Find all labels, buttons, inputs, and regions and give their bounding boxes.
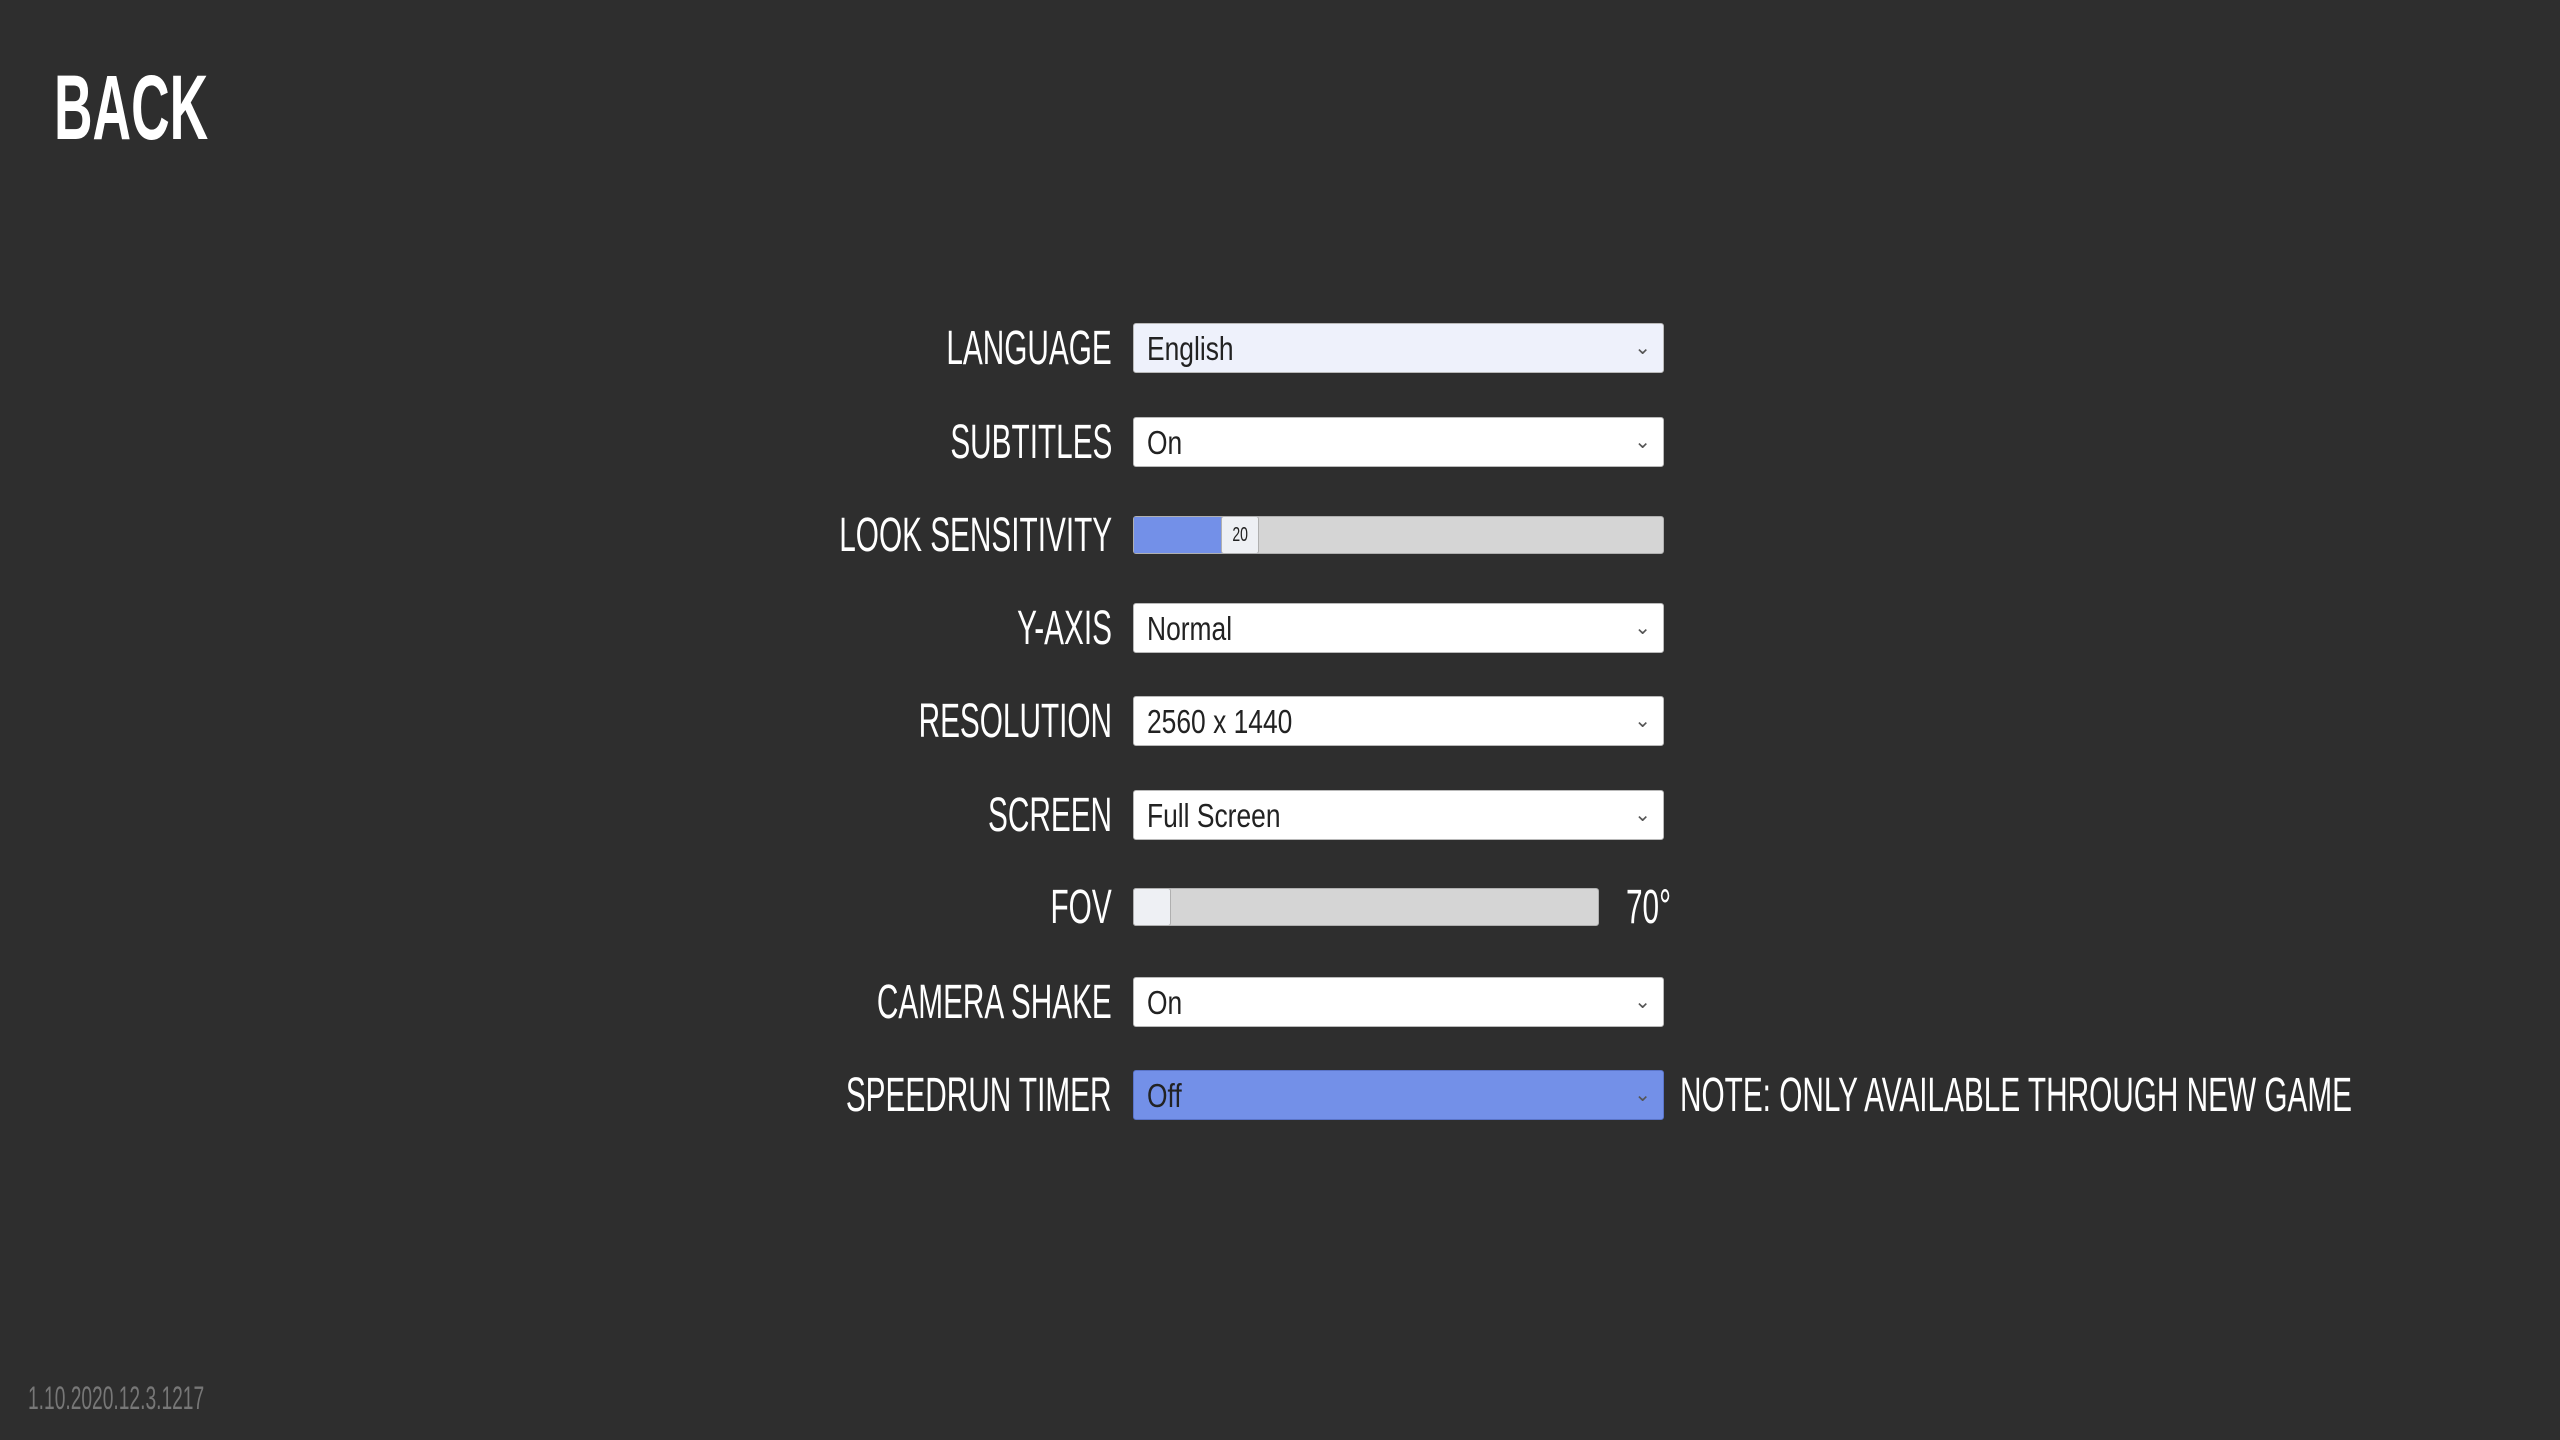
resolution-row: RESOLUTION 2560 x 1440 ⌄ xyxy=(0,696,2560,748)
y-axis-select[interactable]: Normal ⌄ xyxy=(1133,603,1664,653)
y-axis-value: Normal xyxy=(1147,610,1233,647)
camera-shake-value: On xyxy=(1147,984,1183,1021)
fov-value: 70° xyxy=(1626,881,1672,934)
look-sensitivity-row: LOOK SENSITIVITY 20 xyxy=(0,510,2560,562)
camera-shake-label: CAMERA SHAKE xyxy=(877,976,1112,1029)
y-axis-row: Y-AXIS Normal ⌄ xyxy=(0,603,2560,655)
speedrun-timer-value: Off xyxy=(1147,1077,1182,1114)
language-select[interactable]: English ⌄ xyxy=(1133,323,1664,373)
chevron-down-icon: ⌄ xyxy=(1634,804,1651,826)
resolution-select[interactable]: 2560 x 1440 ⌄ xyxy=(1133,696,1664,746)
slider-thumb[interactable]: 20 xyxy=(1221,516,1259,554)
resolution-label: RESOLUTION xyxy=(918,695,1112,748)
chevron-down-icon: ⌄ xyxy=(1634,617,1651,639)
back-button[interactable]: BACK xyxy=(54,62,320,154)
screen-row: SCREEN Full Screen ⌄ xyxy=(0,790,2560,842)
look-sensitivity-label: LOOK SENSITIVITY xyxy=(839,509,1112,562)
chevron-down-icon: ⌄ xyxy=(1634,337,1651,359)
camera-shake-select[interactable]: On ⌄ xyxy=(1133,977,1664,1027)
screen-label: SCREEN xyxy=(987,789,1112,842)
speedrun-timer-label: SPEEDRUN TIMER xyxy=(846,1069,1112,1122)
chevron-down-icon: ⌄ xyxy=(1634,431,1651,453)
fov-slider[interactable] xyxy=(1133,888,1599,926)
screen-select[interactable]: Full Screen ⌄ xyxy=(1133,790,1664,840)
back-label: BACK xyxy=(54,57,209,159)
speedrun-timer-select[interactable]: Off ⌄ xyxy=(1133,1070,1664,1120)
camera-shake-row: CAMERA SHAKE On ⌄ xyxy=(0,977,2560,1029)
chevron-down-icon: ⌄ xyxy=(1634,991,1651,1013)
subtitles-value: On xyxy=(1147,424,1183,461)
subtitles-select[interactable]: On ⌄ xyxy=(1133,417,1664,467)
fov-row: FOV 70° xyxy=(0,882,2560,934)
speedrun-note: NOTE: ONLY AVAILABLE THROUGH NEW GAME xyxy=(1680,1069,2352,1122)
slider-fill xyxy=(1134,517,1222,553)
look-sensitivity-slider[interactable]: 20 xyxy=(1133,516,1664,554)
subtitles-row: SUBTITLES On ⌄ xyxy=(0,417,2560,469)
y-axis-label: Y-AXIS xyxy=(1017,602,1112,655)
chevron-down-icon: ⌄ xyxy=(1634,710,1651,732)
version-label: 1.10.2020.12.3.1217 xyxy=(28,1380,205,1416)
language-value: English xyxy=(1147,330,1234,367)
fov-label: FOV xyxy=(1050,881,1112,934)
language-label: LANGUAGE xyxy=(946,322,1112,375)
language-row: LANGUAGE English ⌄ xyxy=(0,323,2560,375)
resolution-value: 2560 x 1440 xyxy=(1147,703,1293,740)
slider-thumb[interactable] xyxy=(1133,888,1171,926)
subtitles-label: SUBTITLES xyxy=(949,416,1112,469)
screen-value: Full Screen xyxy=(1147,797,1281,834)
speedrun-timer-row: SPEEDRUN TIMER Off ⌄ NOTE: ONLY AVAILABL… xyxy=(0,1070,2560,1122)
chevron-down-icon: ⌄ xyxy=(1634,1084,1651,1106)
